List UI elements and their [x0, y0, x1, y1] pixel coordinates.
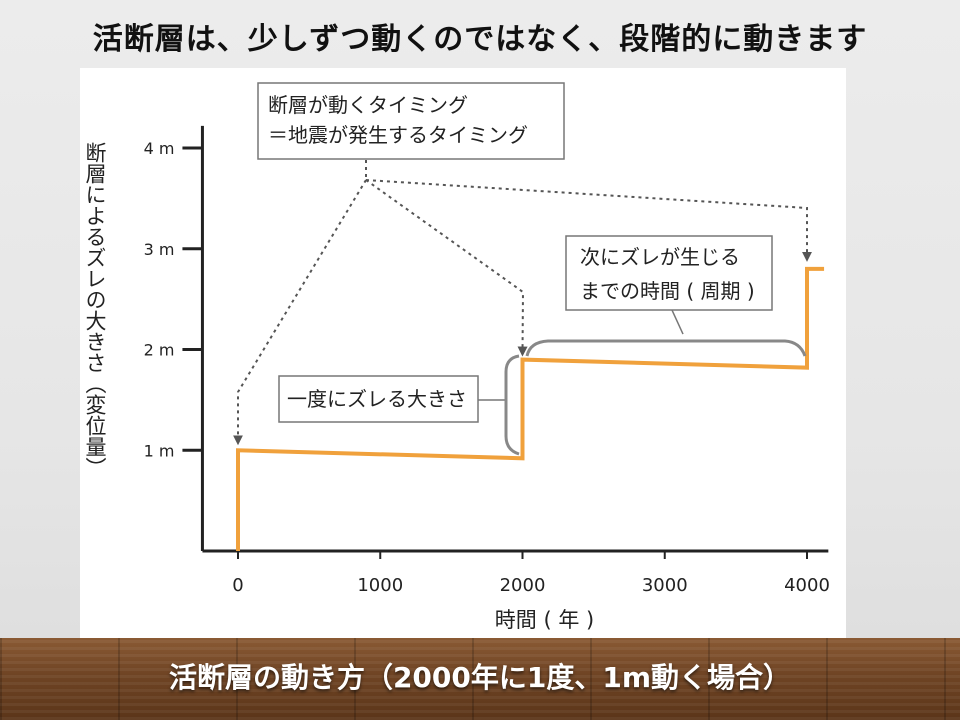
- timing-label-line2: ＝地震が発生するタイミング: [268, 123, 528, 147]
- slide-title: 活断層は、少しずつ動くのではなく、段階的に動きます: [92, 22, 868, 57]
- wood-floor-band: [0, 638, 960, 720]
- timing-label-line1: 断層が動くタイミング: [268, 93, 468, 117]
- chart-panel: [80, 68, 846, 638]
- timing-arrow-4000: [365, 179, 812, 262]
- timing-arrow-2000: [365, 179, 528, 357]
- period-label-line2: までの時間 ( 周期 ): [580, 279, 755, 303]
- slip-bracket: [504, 354, 520, 456]
- y-tick-label: 3 m: [144, 240, 175, 259]
- timing-annotation-box: [257, 82, 565, 160]
- slip-annotation-box: [278, 375, 479, 423]
- period-bracket: [525, 339, 807, 357]
- x-tick-label: 0: [232, 575, 243, 596]
- displacement-line: [236, 266, 825, 551]
- x-tick-label: 3000: [642, 575, 688, 596]
- x-tick-label: 4000: [784, 575, 830, 596]
- x-tick-label: 2000: [500, 575, 546, 596]
- slide-caption: 活断層の動き方（2000年に1度、1m動く場合）: [168, 661, 792, 694]
- slip-label: 一度にズレる大きさ: [287, 387, 467, 411]
- y-tick-label: 1 m: [144, 441, 175, 460]
- y-tick-label: 4 m: [144, 139, 175, 158]
- period-leader-line: [671, 309, 684, 335]
- period-annotation-box: [565, 235, 773, 311]
- timing-arrow-0: [233, 179, 367, 446]
- y-axis-title: 断層によるズレの大きさ（変位量）: [83, 142, 107, 478]
- y-tick-label: 2 m: [144, 341, 175, 360]
- x-tick-label: 1000: [357, 575, 403, 596]
- period-label-line1: 次にズレが生じる: [580, 245, 740, 269]
- x-axis-title: 時間 ( 年 ): [495, 608, 594, 632]
